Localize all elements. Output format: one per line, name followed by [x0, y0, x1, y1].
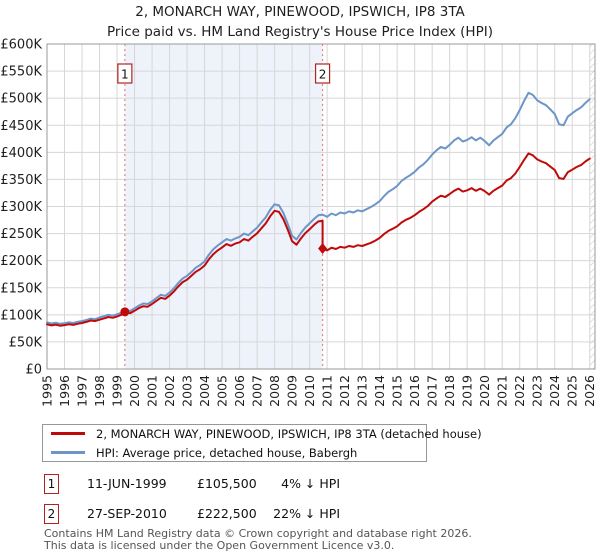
- legend-item-property: 2, MONARCH WAY, PINEWOOD, IPSWICH, IP8 3…: [43, 426, 482, 441]
- legend-hpi-label: HPI: Average price, detached house, Babe…: [96, 445, 358, 460]
- y-tick-label: £550K: [0, 65, 42, 80]
- y-tick-label: £600K: [0, 38, 42, 53]
- x-tick-label: 2007: [250, 375, 265, 407]
- x-tick-label: 2022: [512, 375, 527, 407]
- legend-item-hpi: HPI: Average price, detached house, Babe…: [43, 445, 426, 460]
- x-tick-label: 2023: [530, 375, 545, 407]
- y-tick-label: £250K: [0, 227, 42, 242]
- y-tick-label: £400K: [0, 146, 42, 161]
- chart-titles: 2, MONARCH WAY, PINEWOOD, IPSWICH, IP8 3…: [0, 4, 600, 40]
- x-tick-label: 2026: [582, 375, 597, 407]
- x-tick-label: 2003: [180, 375, 195, 407]
- x-tick-label: 2001: [145, 375, 160, 407]
- sale-marker-1: [120, 307, 130, 317]
- y-tick-label: £450K: [0, 119, 42, 134]
- transaction-row-1: 1 11-JUN-1999 £105,500 4% ↓ HPI: [44, 474, 564, 494]
- x-tick-label: 2012: [337, 375, 352, 407]
- x-tick-label: 2014: [372, 375, 387, 407]
- vline-badge-label-1: 1: [121, 68, 129, 82]
- transaction-1-price: £105,500: [197, 476, 257, 491]
- vline-badge-2: [314, 63, 331, 84]
- x-tick-label: 2016: [407, 375, 422, 407]
- x-tick-label: 2019: [460, 375, 475, 407]
- chart-legend: 2, MONARCH WAY, PINEWOOD, IPSWICH, IP8 3…: [42, 424, 482, 462]
- x-tick-label: 2015: [390, 375, 405, 407]
- x-tick-label: 2008: [267, 375, 282, 407]
- transaction-2-date: 27-SEP-2010: [87, 506, 167, 521]
- x-tick-label: 2011: [320, 375, 335, 407]
- x-tick-label: 1998: [92, 375, 107, 407]
- y-tick-label: £50K: [9, 335, 43, 350]
- x-tick-label: 2025: [565, 375, 580, 407]
- x-tick-label: 1997: [75, 375, 90, 407]
- property-price-line: [46, 152, 591, 327]
- x-tick-label: 2004: [197, 375, 212, 407]
- y-tick-label: £100K: [0, 308, 42, 323]
- x-tick-label: 2021: [495, 375, 510, 407]
- transaction-1-date: 11-JUN-1999: [87, 476, 167, 491]
- vline-badge-label-2: 2: [319, 68, 327, 82]
- x-tick-label: 2024: [547, 375, 562, 407]
- footer-line-1: Contains HM Land Registry data © Crown c…: [44, 527, 472, 540]
- future-hatch-band: [589, 44, 595, 369]
- transaction-2-badge: 2: [44, 504, 59, 524]
- hpi-line-swatch-icon: [51, 451, 85, 454]
- copyright-footer: Contains HM Land Registry data © Crown c…: [44, 528, 472, 551]
- x-tick-label: 2010: [302, 375, 317, 407]
- y-tick-label: £150K: [0, 281, 42, 296]
- y-tick-label: £500K: [0, 92, 42, 107]
- transaction-row-2: 2 27-SEP-2010 £222,500 22% ↓ HPI: [44, 504, 564, 524]
- property-line-swatch-icon: [51, 432, 85, 435]
- transaction-1-badge: 1: [44, 474, 59, 494]
- x-tick-label: 2013: [355, 375, 370, 407]
- hpi-line: [46, 91, 591, 325]
- transaction-2-price: £222,500: [197, 506, 257, 521]
- y-tick-label: £200K: [0, 254, 42, 269]
- legend-property-label: 2, MONARCH WAY, PINEWOOD, IPSWICH, IP8 3…: [96, 426, 482, 441]
- x-tick-label: 2002: [162, 375, 177, 407]
- x-tick-label: 2006: [232, 375, 247, 407]
- x-tick-label: 2005: [215, 375, 230, 407]
- y-tick-label: £300K: [0, 200, 42, 215]
- x-tick-label: 2017: [425, 375, 440, 407]
- vline-badge-1: [117, 63, 133, 84]
- x-tick-label: 2018: [442, 375, 457, 407]
- page-subtitle: Price paid vs. HM Land Registry's House …: [107, 24, 493, 40]
- x-tick-label: 2020: [477, 375, 492, 407]
- footer-line-2: This data is licensed under the Open Gov…: [44, 538, 395, 552]
- x-tick-label: 1999: [110, 375, 125, 407]
- y-tick-label: £350K: [0, 173, 42, 188]
- sale-marker-2: [318, 242, 328, 254]
- x-tick-label: 2000: [127, 375, 142, 407]
- plot-frame: [46, 43, 596, 370]
- y-tick-label: £0: [25, 363, 42, 378]
- page-title: 2, MONARCH WAY, PINEWOOD, IPSWICH, IP8 3…: [135, 4, 465, 20]
- x-tick-label: 1995: [40, 375, 55, 407]
- transaction-1-hpi-diff: 4% ↓ HPI: [281, 476, 340, 491]
- transaction-2-hpi-diff: 22% ↓ HPI: [273, 506, 340, 521]
- x-tick-label: 2009: [285, 375, 300, 407]
- x-tick-label: 1996: [57, 375, 72, 407]
- price-chart: 1 2 £0 £50K £100K £150K £200K £250K £300K £350K £4…: [0, 38, 597, 407]
